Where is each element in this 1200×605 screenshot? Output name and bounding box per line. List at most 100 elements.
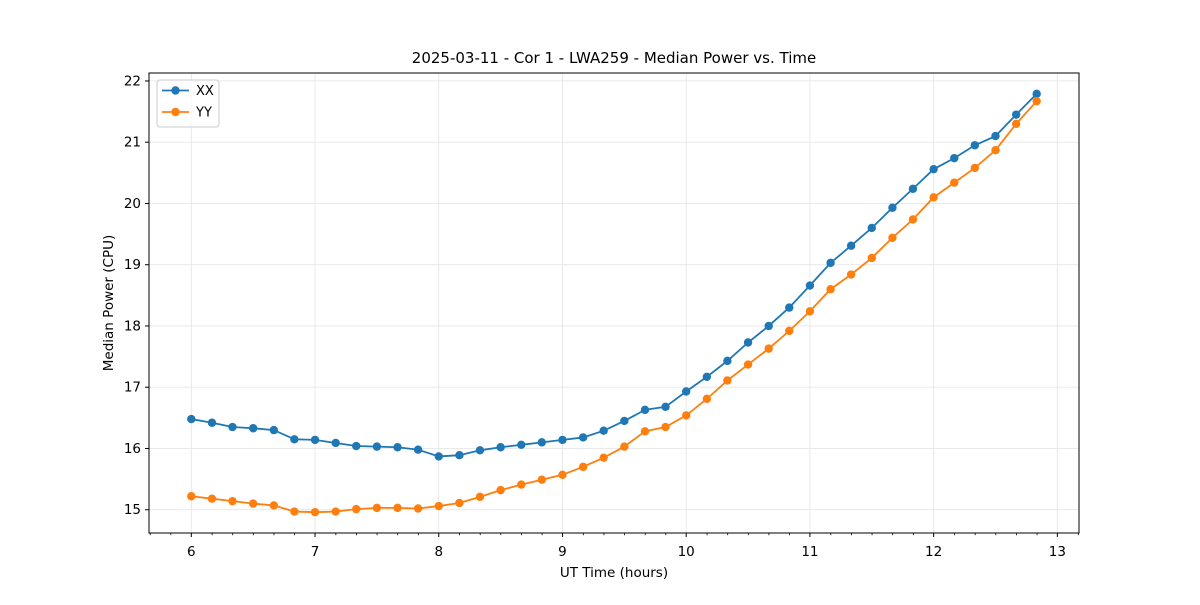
- data-point-yy: [290, 507, 299, 516]
- data-point-xx: [599, 426, 608, 435]
- data-point-xx: [372, 442, 382, 451]
- data-point-xx: [187, 414, 196, 424]
- data-point-yy: [310, 507, 320, 517]
- data-point-xx: [434, 452, 443, 461]
- data-point-xx: [207, 418, 217, 427]
- data-point-yy: [826, 285, 835, 294]
- data-point-yy: [723, 376, 732, 385]
- data-point-xx: [723, 356, 732, 366]
- data-point-yy: [681, 411, 691, 420]
- data-point-yy: [867, 253, 876, 263]
- y-tick-label: 16: [124, 441, 141, 457]
- x-tick-label: 10: [678, 544, 695, 560]
- data-point-yy: [743, 360, 753, 369]
- legend-label-yy: YY: [195, 106, 212, 121]
- data-point-xx: [640, 405, 650, 415]
- data-point-xx: [578, 433, 588, 442]
- data-point-yy: [785, 326, 794, 336]
- data-point-yy: [1011, 119, 1021, 129]
- data-point-yy: [393, 503, 402, 513]
- series-line-yy: [191, 100, 1038, 514]
- data-point-yy: [372, 503, 382, 513]
- data-point-yy: [455, 498, 464, 508]
- data-point-xx: [950, 153, 959, 163]
- data-point-yy: [352, 504, 361, 514]
- data-point-yy: [496, 485, 505, 495]
- data-point-xx: [1011, 110, 1021, 119]
- data-point-xx: [352, 441, 361, 451]
- data-point-xx: [620, 416, 629, 426]
- data-point-yy: [228, 496, 237, 506]
- data-point-yy: [187, 492, 196, 501]
- data-point-xx: [908, 184, 918, 193]
- y-axis-label: Median Power (CPU): [101, 235, 117, 371]
- data-point-yy: [846, 270, 856, 279]
- data-point-xx: [764, 321, 773, 331]
- legend-marker-xx: [171, 86, 180, 95]
- data-point-xx: [455, 451, 464, 460]
- data-point-xx: [248, 424, 258, 433]
- data-point-xx: [496, 443, 505, 452]
- data-point-yy: [434, 501, 443, 511]
- data-point-xx: [331, 438, 340, 448]
- legend-marker-yy: [171, 107, 180, 117]
- data-point-xx: [743, 338, 753, 347]
- data-point-yy: [599, 453, 608, 462]
- data-point-yy: [805, 307, 815, 316]
- y-tick-label: 17: [124, 380, 141, 396]
- data-point-xx: [826, 258, 835, 268]
- data-point-yy: [1032, 96, 1041, 106]
- data-point-xx: [970, 141, 980, 150]
- data-point-yy: [991, 145, 1000, 155]
- y-tick-label: 18: [124, 318, 141, 334]
- series-layer: [187, 89, 1041, 517]
- data-point-xx: [785, 303, 794, 312]
- x-tick-label: 8: [434, 544, 443, 560]
- x-tick-label: 12: [925, 544, 942, 560]
- data-point-xx: [393, 443, 402, 452]
- data-point-yy: [764, 344, 773, 353]
- data-point-xx: [310, 435, 320, 445]
- data-point-xx: [290, 435, 299, 444]
- data-point-xx: [661, 402, 670, 412]
- y-tick-label: 21: [124, 135, 141, 151]
- data-point-yy: [475, 492, 485, 502]
- y-tick-label: 15: [124, 502, 141, 518]
- data-point-xx: [475, 446, 485, 455]
- data-point-yy: [950, 178, 959, 187]
- data-point-xx: [413, 445, 423, 454]
- legend-label-xx: XX: [196, 84, 214, 99]
- x-tick-label: 11: [801, 544, 818, 560]
- data-point-xx: [537, 438, 547, 447]
- data-point-xx: [702, 372, 712, 382]
- data-point-yy: [970, 163, 980, 173]
- y-tick-label: 19: [124, 257, 141, 273]
- y-tick-label: 22: [124, 73, 141, 89]
- axes-layer: 6 7 8 9 10 11 12 13 15 16 17 18 19 20 21 22: [124, 72, 1080, 560]
- chart-title: 2025-03-11 - Cor 1 - LWA259 - Median Pow…: [412, 49, 816, 67]
- data-point-xx: [991, 131, 1000, 141]
- data-point-yy: [888, 233, 897, 242]
- data-point-xx: [805, 281, 815, 290]
- data-point-xx: [929, 164, 938, 174]
- data-point-xx: [517, 440, 526, 449]
- y-tick-label: 20: [124, 196, 141, 212]
- data-point-yy: [537, 475, 547, 484]
- data-point-yy: [558, 470, 567, 480]
- data-point-yy: [331, 507, 340, 516]
- legend: XX YY: [156, 79, 220, 128]
- data-point-xx: [681, 387, 691, 396]
- data-point-xx: [867, 223, 876, 233]
- data-point-yy: [640, 427, 650, 436]
- data-point-yy: [269, 501, 279, 510]
- grid-layer: [149, 73, 1079, 533]
- data-point-yy: [413, 504, 423, 513]
- x-tick-label: 6: [187, 544, 196, 560]
- data-point-yy: [517, 480, 526, 489]
- data-point-yy: [661, 422, 670, 432]
- data-point-xx: [1032, 89, 1041, 99]
- data-point-yy: [702, 394, 712, 404]
- data-point-yy: [620, 442, 629, 451]
